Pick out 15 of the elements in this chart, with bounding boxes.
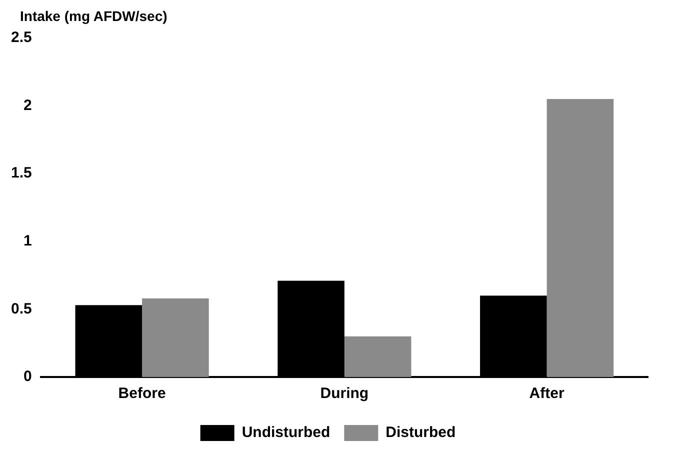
legend-label: Disturbed bbox=[386, 424, 456, 442]
legend-label: Undisturbed bbox=[242, 424, 330, 442]
y-tick-label: 2 bbox=[24, 96, 32, 114]
y-tick-label: 1.5 bbox=[10, 164, 32, 182]
x-tick-label: After bbox=[529, 385, 564, 402]
y-tick-label: 0 bbox=[24, 368, 32, 386]
y-tick-label: 0.5 bbox=[10, 300, 32, 318]
x-tick-label: Before bbox=[118, 385, 166, 402]
bar bbox=[344, 336, 412, 377]
y-tick-label: 2.5 bbox=[10, 29, 32, 46]
y-tick-label: 1 bbox=[24, 232, 32, 250]
bar bbox=[142, 298, 209, 377]
bar bbox=[546, 99, 614, 377]
y-axis-title: Intake (mg AFDW/sec) bbox=[19, 8, 168, 26]
x-tick-label: During bbox=[320, 385, 369, 402]
